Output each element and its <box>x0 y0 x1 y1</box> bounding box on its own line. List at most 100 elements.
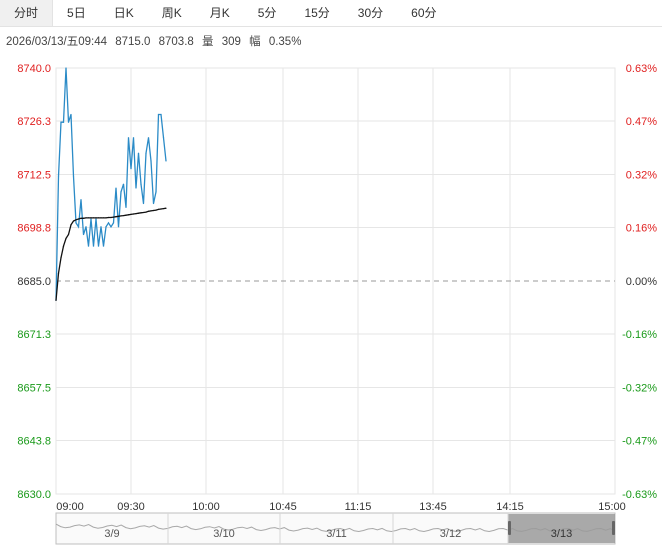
price-point <box>62 121 65 123</box>
avg-point <box>150 210 152 212</box>
price-point <box>162 137 165 139</box>
y-tick-label: 8671.3 <box>17 329 51 341</box>
y-tick-label: 8712.5 <box>17 170 51 182</box>
x-tick-label: 10:00 <box>192 501 220 513</box>
avg-point <box>115 216 117 218</box>
quote-volume: 309 <box>221 36 241 48</box>
quote-info-bar: 2026/03/13/五09:44 8715.0 8703.8 量 309 幅 … <box>6 33 306 49</box>
price-series-line <box>55 67 167 301</box>
pct-tick-label: 0.32% <box>626 170 657 182</box>
avg-point <box>132 213 135 215</box>
avg-point <box>55 299 57 301</box>
avg-point <box>62 245 65 247</box>
price-point <box>157 113 160 116</box>
price-point <box>120 191 122 193</box>
avg-point <box>100 217 102 219</box>
avg-point <box>57 272 60 274</box>
avg-point <box>105 217 107 219</box>
tab-0[interactable]: 分时 <box>0 0 54 26</box>
avg-point <box>70 224 72 226</box>
tab-1[interactable]: 5日 <box>67 6 86 20</box>
avg-point <box>130 213 132 215</box>
price-point <box>67 121 70 123</box>
quote-avg: 8703.8 <box>158 36 194 48</box>
pct-tick-label: -0.16% <box>622 329 657 341</box>
y-tick-label: 8726.3 <box>17 116 51 128</box>
navigator-date-label: 3/9 <box>104 528 119 540</box>
price-point <box>130 168 132 170</box>
avg-point <box>140 212 142 214</box>
avg-point <box>157 208 160 210</box>
pct-tick-label: -0.47% <box>622 436 657 448</box>
avg-point <box>92 217 95 219</box>
period-tabs: 分时 5日 日K 周K 月K 5分 15分 30分 60分 <box>0 0 662 27</box>
navigator-handle[interactable] <box>508 521 511 535</box>
avg-series-line <box>55 207 167 301</box>
quote-change-pct: 0.35% <box>268 36 302 48</box>
avg-point <box>137 212 140 214</box>
navigator-selection <box>508 514 615 543</box>
price-point <box>150 160 152 162</box>
price-point <box>160 113 162 116</box>
avg-point <box>155 209 157 211</box>
price-point <box>105 226 107 228</box>
navigator-date-label: 3/13 <box>551 528 572 540</box>
pct-tick-label: -0.32% <box>622 383 657 395</box>
price-point <box>90 218 92 220</box>
price-point <box>107 222 110 224</box>
avg-point <box>145 211 147 213</box>
avg-point <box>120 215 122 217</box>
price-point <box>80 199 82 201</box>
navigator-date-label: 3/10 <box>213 528 234 540</box>
x-tick-label: 15:00 <box>598 501 626 513</box>
price-point <box>65 67 67 69</box>
x-tick-label: 14:15 <box>496 501 524 513</box>
x-tick-label: 13:45 <box>419 501 447 513</box>
price-point <box>142 202 145 205</box>
price-point <box>152 202 155 205</box>
pct-tick-label: -0.63% <box>622 489 657 501</box>
price-point <box>155 191 157 193</box>
tab-6[interactable]: 15分 <box>304 6 330 20</box>
avg-point <box>112 216 115 218</box>
tab-4[interactable]: 月K <box>209 6 230 20</box>
price-point <box>165 160 167 162</box>
avg-point <box>97 217 100 219</box>
navigator-handle[interactable] <box>612 521 615 535</box>
pct-tick-label: 0.00% <box>626 276 657 288</box>
avg-point <box>107 216 110 219</box>
price-point <box>95 218 97 220</box>
x-tick-label: 09:30 <box>117 501 145 513</box>
price-point <box>110 226 112 228</box>
tab-8[interactable]: 60分 <box>411 6 437 20</box>
pct-tick-label: 0.16% <box>626 223 657 235</box>
avg-point <box>77 218 80 220</box>
tab-3[interactable]: 周K <box>161 6 182 20</box>
price-point <box>60 121 62 123</box>
price-point <box>70 113 72 116</box>
price-point <box>87 245 90 247</box>
tab-7[interactable]: 30分 <box>357 6 384 20</box>
price-point <box>72 175 75 178</box>
avg-point <box>162 207 165 210</box>
price-point <box>140 183 142 185</box>
price-point <box>147 137 150 139</box>
avg-point <box>135 213 137 215</box>
tab-2[interactable]: 日K <box>113 6 134 20</box>
tab-5[interactable]: 5分 <box>257 6 277 20</box>
price-point <box>102 245 105 247</box>
x-tick-label: 10:45 <box>269 501 297 513</box>
avg-point <box>165 207 167 209</box>
price-point <box>125 206 127 209</box>
pct-tick-label: 0.63% <box>626 63 657 75</box>
price-point <box>92 245 95 247</box>
x-tick-label: 09:00 <box>56 501 84 513</box>
price-point <box>100 226 102 228</box>
avg-point <box>80 217 82 219</box>
price-point <box>77 226 80 228</box>
price-point <box>127 137 130 139</box>
pct-tick-label: 0.47% <box>626 116 657 128</box>
avg-point <box>82 217 85 219</box>
avg-point <box>152 209 155 212</box>
